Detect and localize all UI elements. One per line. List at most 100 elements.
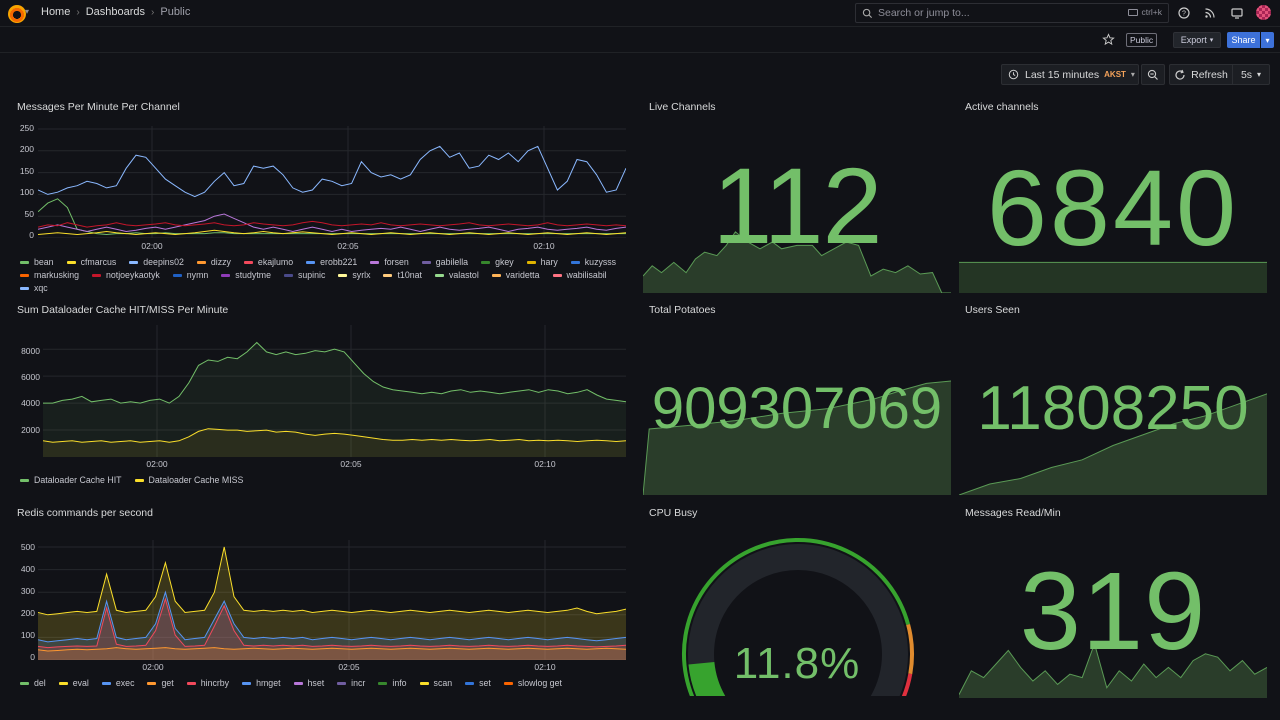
legend-swatch [129,260,139,264]
legend-item[interactable]: del [20,678,46,688]
legend-swatch [383,273,393,277]
share-menu-chevron-icon[interactable]: ▾ [1261,32,1274,48]
legend-item[interactable]: hary [526,257,558,267]
star-icon[interactable] [1102,33,1115,46]
panel-title-cpu-busy[interactable]: CPU Busy [649,507,698,519]
legend-item[interactable]: varidetta [491,270,540,280]
legend-item[interactable]: cfmarcus [66,257,116,267]
x-tick: 02:10 [534,662,556,672]
legend-item[interactable]: Dataloader Cache MISS [134,475,243,485]
series-area [43,428,626,457]
legend-item[interactable]: scan [419,678,453,688]
cache-chart[interactable] [43,325,626,457]
legend-item[interactable]: supinic [284,270,325,280]
legend-label: kuzysss [584,257,617,267]
legend-item[interactable]: get [147,678,174,688]
top-nav: ▾ Home › Dashboards › Public Search or j… [0,0,1280,27]
legend-item[interactable]: ekajlumo [243,257,293,267]
breadcrumb-current: Public [160,6,191,18]
legend-item[interactable]: gabilella [421,257,468,267]
export-button[interactable]: Export ▾ [1173,32,1221,48]
legend-item[interactable]: nymn [172,270,208,280]
x-tick: 02:00 [146,459,168,469]
help-icon[interactable]: ? [1177,6,1191,20]
legend-item[interactable]: wabilisabil [552,270,607,280]
legend-item[interactable]: hmget [242,678,281,688]
panel-title-cache[interactable]: Sum Dataloader Cache HIT/MISS Per Minute [17,304,229,316]
legend-swatch [172,273,182,277]
legend-label: set [479,678,491,688]
breadcrumb-home[interactable]: Home [41,6,71,18]
search-input[interactable]: Search or jump to... ctrl+k [855,3,1169,23]
legend-item[interactable]: t10nat [383,270,422,280]
legend-item[interactable]: hincrby [186,678,229,688]
news-rss-icon[interactable] [1203,6,1217,20]
legend-item[interactable]: kuzysss [570,257,617,267]
legend-item[interactable]: info [378,678,407,688]
series-area [38,647,626,660]
chevron-down-icon[interactable]: ▾ [25,7,30,16]
panel-title-live-channels[interactable]: Live Channels [649,101,716,113]
panel-title-messages[interactable]: Messages Per Minute Per Channel [17,101,180,113]
legend-item[interactable]: gkey [481,257,514,267]
legend-item[interactable]: studytme [221,270,271,280]
legend-item[interactable]: forsen [370,257,409,267]
legend-item[interactable]: bean [20,257,54,267]
legend-item[interactable]: hset [293,678,324,688]
zoom-out-button[interactable] [1141,64,1165,85]
legend-swatch [338,273,348,277]
public-badge: Public [1126,33,1158,47]
sparkline-area [643,231,951,293]
x-tick: 02:00 [142,662,164,672]
legend-item[interactable]: dizzy [196,257,231,267]
panel-title-total-potatoes[interactable]: Total Potatoes [649,304,716,316]
legend-swatch [481,260,491,264]
legend-item[interactable]: incr [337,678,365,688]
user-avatar[interactable] [1256,5,1271,20]
kiosk-mode-icon[interactable] [1230,6,1244,20]
panel-title-users-seen[interactable]: Users Seen [965,304,1020,316]
redis-chart[interactable] [38,540,626,660]
series-area [38,547,626,660]
y-tick: 4000 [21,398,40,408]
refresh-interval-select[interactable]: 5s ▾ [1233,64,1270,85]
legend-item[interactable]: xqc [20,283,48,293]
breadcrumb-dashboards[interactable]: Dashboards [85,6,146,18]
legend-item[interactable]: markusking [20,270,79,280]
messages-chart[interactable] [38,126,626,238]
legend-item[interactable]: slowlog get [503,678,562,688]
x-tick: 02:05 [337,241,359,251]
legend-item[interactable]: eval [58,678,89,688]
legend-item[interactable]: erobb221 [306,257,357,267]
panel-title-redis[interactable]: Redis commands per second [17,507,153,519]
legend-label: eval [72,678,89,688]
sparkline-area [959,262,1267,293]
legend-item[interactable]: set [465,678,491,688]
legend-item[interactable]: deepins02 [129,257,184,267]
time-range-picker[interactable]: Last 15 minutes AKST ▾ [1001,64,1139,85]
legend-swatch [221,273,231,277]
series-line [38,597,626,649]
panel-title-messages-read[interactable]: Messages Read/Min [965,507,1061,519]
x-tick: 02:05 [338,662,360,672]
y-tick: 400 [20,564,35,574]
sparkline-line [643,231,951,293]
keyboard-shortcut: ctrl+k [1128,7,1162,17]
messages-read-value: 319 [1019,550,1207,673]
legend-item[interactable]: syrlx [338,270,370,280]
legend-item[interactable]: Dataloader Cache HIT [20,475,122,485]
series-line [38,647,626,652]
sparkline-area [959,643,1267,698]
y-tick: 50 [24,209,34,219]
grafana-logo-icon[interactable] [8,5,26,23]
legend-label: scan [433,678,453,688]
share-button[interactable]: Share [1227,32,1260,48]
legend-swatch [196,260,206,264]
legend-item[interactable]: exec [101,678,134,688]
legend-item[interactable]: valastol [434,270,479,280]
panel-title-active-channels[interactable]: Active channels [965,101,1039,113]
legend-item[interactable]: notjoeykaotyk [91,270,160,280]
refresh-button[interactable]: Refresh [1169,64,1233,85]
legend-label: erobb221 [320,257,358,267]
legend-label: t10nat [397,270,422,280]
